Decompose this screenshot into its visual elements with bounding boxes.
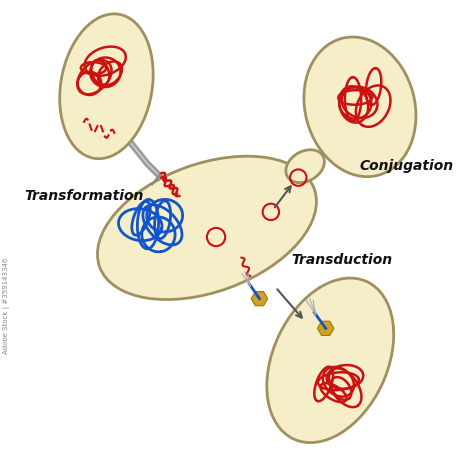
Ellipse shape — [98, 156, 317, 300]
Text: Adobe Stock | #359143346: Adobe Stock | #359143346 — [3, 257, 10, 354]
Ellipse shape — [60, 14, 153, 159]
Ellipse shape — [304, 37, 416, 177]
Text: Transduction: Transduction — [292, 253, 392, 267]
Text: Conjugation: Conjugation — [360, 159, 454, 173]
Ellipse shape — [267, 278, 394, 443]
Polygon shape — [318, 321, 334, 336]
Text: Transformation: Transformation — [24, 189, 144, 203]
Ellipse shape — [286, 150, 324, 182]
Polygon shape — [251, 292, 268, 306]
